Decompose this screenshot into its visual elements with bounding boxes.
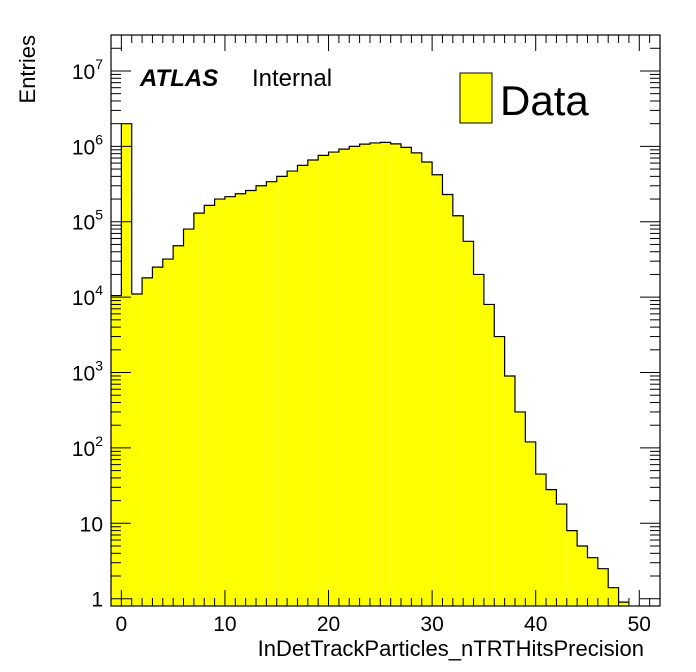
histogram-bar	[214, 199, 225, 607]
x-axis-title: InDetTrackParticles_nTRTHitsPrecision	[258, 636, 644, 661]
plot-frame	[110, 34, 661, 607]
y-tick-label: 103	[72, 358, 103, 386]
histogram-bar	[587, 557, 598, 606]
atlas-label-internal: Internal	[252, 65, 332, 92]
histogram-bar	[473, 274, 484, 606]
y-axis-ticks: 1 10 102 103 104 105 106 107	[72, 34, 660, 612]
histogram-bar	[162, 259, 174, 606]
histogram-bar	[514, 411, 526, 606]
histogram-bar	[152, 267, 163, 606]
atlas-label: ATLAS Internal	[139, 65, 332, 92]
histogram-bar	[525, 441, 536, 606]
histogram-bar	[131, 294, 143, 606]
histogram-bar	[287, 171, 298, 607]
histogram-bar	[566, 530, 578, 606]
y-tick-label: 10	[80, 513, 103, 536]
histogram-bar	[390, 143, 402, 606]
x-axis-ticks: 0 10 20 30 40 50	[110, 35, 661, 636]
histogram-bar	[401, 147, 412, 606]
histogram-bar	[276, 176, 288, 607]
histogram-bar	[338, 149, 350, 606]
legend-label-data: Data	[500, 77, 589, 124]
histogram-bar	[121, 123, 132, 607]
histogram-bar	[577, 545, 588, 606]
x-tick-label: 20	[317, 613, 340, 636]
histogram-bar	[245, 190, 257, 607]
histogram-bar	[597, 568, 609, 606]
histogram-bar	[411, 152, 422, 607]
y-tick-label: 102	[72, 433, 103, 461]
x-tick-label: 40	[524, 613, 547, 636]
x-tick-label: 0	[116, 613, 128, 636]
y-tick-label: 107	[72, 56, 103, 84]
x-tick-label: 30	[420, 613, 443, 636]
histogram-bar	[173, 245, 184, 606]
histogram-bar	[442, 194, 453, 606]
histogram-outline	[111, 123, 629, 603]
histogram-bar	[297, 165, 308, 607]
y-tick-label: 106	[72, 131, 103, 159]
histogram-bar	[193, 213, 205, 607]
histogram-bar	[359, 144, 370, 606]
y-axis-title: Entries	[15, 35, 40, 103]
histogram-bar	[266, 181, 277, 607]
legend: Data	[459, 72, 589, 124]
histogram-bar	[494, 336, 505, 606]
histogram-bar	[380, 142, 391, 606]
histogram-bar	[432, 174, 443, 606]
histogram-bar	[618, 602, 629, 606]
histogram-bar	[463, 241, 474, 607]
histogram-bars	[111, 123, 629, 607]
atlas-label-bold: ATLAS	[139, 65, 218, 92]
histogram-bar	[183, 229, 194, 606]
histogram-bar	[369, 142, 381, 607]
histogram-bar	[204, 205, 215, 606]
histogram-bar	[556, 504, 567, 606]
y-tick-label: 1	[91, 589, 103, 612]
histogram-bar	[504, 375, 515, 606]
histogram-bar	[546, 489, 557, 606]
histogram-bar	[421, 162, 433, 606]
histogram-bar	[483, 304, 495, 606]
histogram-bar	[111, 295, 122, 606]
x-tick-label: 10	[213, 613, 236, 636]
histogram-bar	[452, 215, 464, 606]
legend-swatch-data	[459, 72, 493, 124]
histogram-bar	[608, 587, 619, 606]
y-tick-label: 104	[72, 282, 103, 310]
histogram-bar	[256, 185, 267, 606]
histogram-bar	[224, 196, 236, 606]
x-tick-label: 50	[628, 613, 651, 636]
histogram-bar	[328, 152, 339, 606]
y-tick-label: 105	[72, 207, 103, 235]
histogram-bar	[535, 474, 547, 606]
histogram-bar	[349, 146, 360, 607]
histogram-bar	[235, 193, 246, 607]
histogram-bar	[318, 155, 329, 606]
histogram-bar	[307, 159, 319, 607]
histogram-bar	[142, 277, 153, 606]
